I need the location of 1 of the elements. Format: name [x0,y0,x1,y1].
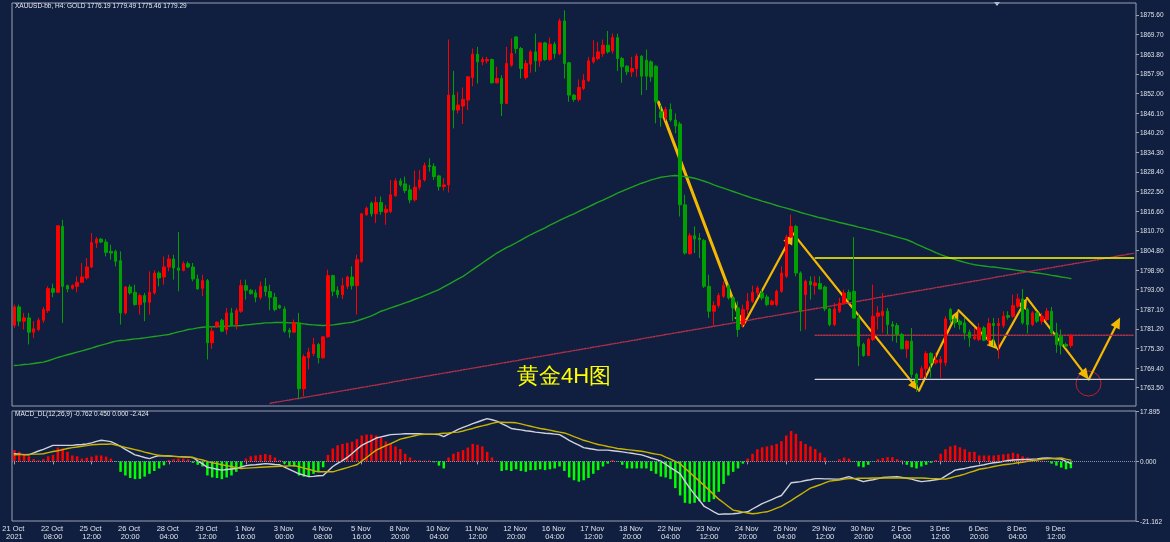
annotation: 黄金4H图 [517,362,612,388]
